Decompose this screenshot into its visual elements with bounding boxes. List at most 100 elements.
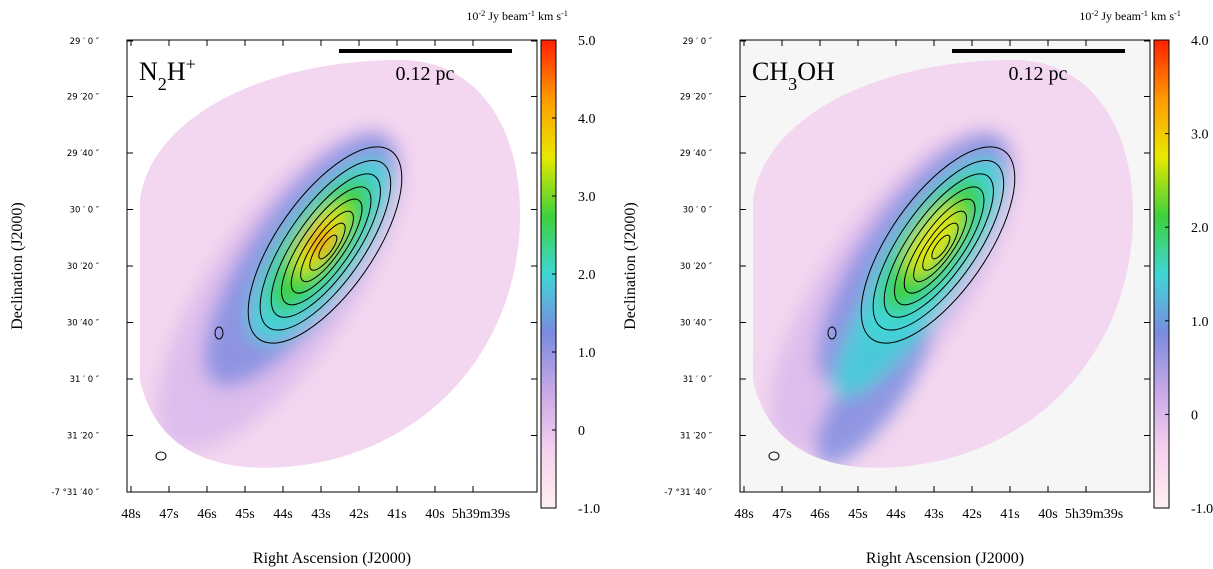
colorbar-unit-part: -1 — [528, 9, 535, 18]
x-tick-label: 42s — [349, 507, 368, 522]
emission-blob — [919, 222, 947, 258]
emission — [156, 129, 404, 451]
contour — [290, 198, 363, 294]
colorbar-unit-part: km s — [1148, 9, 1174, 23]
colorbar — [1153, 39, 1170, 509]
panel-title: CH3OH — [752, 57, 835, 94]
panel-title-part: 2 — [158, 74, 167, 94]
y-axis-label: Declination (J2000) — [9, 202, 26, 330]
x-tick-label: 44s — [273, 507, 292, 522]
emission-blob — [313, 237, 327, 253]
y-tick-label: 30 ′20 ″ — [67, 262, 99, 272]
emission — [769, 129, 1017, 466]
x-tick-label: 48s — [121, 507, 140, 522]
y-tick-label: 30 ′ 0 ″ — [70, 206, 99, 216]
x-tick-label: 45s — [848, 507, 867, 522]
contour — [827, 326, 837, 340]
y-tick-label: 31 ′20 ″ — [67, 432, 99, 442]
y-tick-label: -7 °31 ′40 ″ — [51, 488, 99, 498]
y-axis-label: Declination (J2000) — [622, 202, 639, 330]
panel-title: N2H+ — [139, 54, 196, 94]
contour — [894, 186, 985, 306]
contour — [931, 234, 951, 260]
colorbar-unit-part: -1 — [1174, 9, 1181, 18]
panel: CH3OH 0.12 pc 29 ′ 0 ″ 29 ′20 ″ 29 ′40 ″ 30 ′… — [622, 9, 1213, 568]
contour — [922, 222, 959, 271]
y-tick-label: 30 ′ 0 ″ — [683, 206, 712, 216]
contour — [281, 186, 372, 306]
x-tick-label: 41s — [387, 507, 406, 522]
y-tick-label: 30 ′20 ″ — [680, 262, 712, 272]
colorbar-unit-part: -1 — [1141, 9, 1148, 18]
y-tick-label: 30 ′40 ″ — [680, 319, 712, 329]
contour — [872, 160, 1005, 331]
panel-title-part: OH — [797, 57, 835, 86]
colorbar-unit: 10-2 Jy beam-1 km s-1 — [1079, 9, 1181, 24]
x-tick-label: 40s — [1038, 507, 1057, 522]
x-tick-label: 41s — [1000, 507, 1019, 522]
y-tick-label: 29 ′20 ″ — [680, 93, 712, 103]
contour — [259, 160, 392, 331]
x-tick-label: 47s — [159, 507, 178, 522]
colorbar-unit-part: -1 — [561, 9, 568, 18]
beam — [155, 451, 167, 461]
y-tick-label: 31 ′ 0 ″ — [683, 375, 712, 385]
panel-title-part: N — [139, 57, 158, 86]
colorbar-unit: 10-2 Jy beam-1 km s-1 — [466, 9, 568, 24]
contour — [318, 234, 338, 260]
y-tick-label: 29 ′40 ″ — [67, 149, 99, 159]
colorbar-tick-label: 2.0 — [1191, 221, 1209, 236]
colorbar-unit-part: km s — [535, 9, 561, 23]
x-tick-label: 42s — [962, 507, 981, 522]
colorbar-tick-label: 3.0 — [578, 190, 596, 205]
colorbar-unit-part: -2 — [1091, 9, 1098, 18]
colorbar-tick-label: -1.0 — [578, 502, 600, 517]
x-tick-label: 47s — [772, 507, 791, 522]
x-tick-label: 5h39m39s — [1065, 507, 1123, 522]
y-tick-label: 31 ′ 0 ″ — [70, 375, 99, 385]
colorbar-tick-label: 5.0 — [578, 34, 596, 49]
contours — [860, 146, 1016, 344]
colorbar-tick-label: 0 — [1191, 408, 1198, 423]
colorbar-unit-part: Jy beam — [485, 9, 528, 23]
x-axis-label: Right Ascension (J2000) — [253, 550, 411, 567]
colorbar-unit-part: Jy beam — [1098, 9, 1141, 23]
contour — [300, 210, 354, 283]
colorbar-unit-part: -2 — [478, 9, 485, 18]
x-tick-label: 43s — [924, 507, 943, 522]
colorbar-tick-label: 4.0 — [1191, 34, 1209, 49]
colorbar-unit-part: 10 — [466, 9, 478, 23]
colorbar-unit-part: 10 — [1079, 9, 1091, 23]
panel-title-part: CH — [752, 57, 788, 86]
x-tick-label: 40s — [425, 507, 444, 522]
colorbar-tick-label: -1.0 — [1191, 502, 1213, 517]
colorbar-tick-label: 1.0 — [578, 346, 596, 361]
panel-title-part: 3 — [788, 74, 797, 94]
contour — [860, 146, 1016, 344]
y-tick-label: 29 ′ 0 ″ — [70, 37, 99, 47]
panel-title-part: + — [186, 54, 196, 74]
colorbar-tick-label: 0 — [578, 424, 585, 439]
y-tick-label: 29 ′ 0 ″ — [683, 37, 712, 47]
contour — [214, 326, 224, 340]
x-tick-label: 45s — [235, 507, 254, 522]
x-tick-label: 43s — [311, 507, 330, 522]
colorbar-tick-label: 4.0 — [578, 112, 596, 127]
scale-bar-label: 0.12 pc — [396, 63, 455, 85]
x-tick-label: 48s — [734, 507, 753, 522]
y-tick-label: 29 ′40 ″ — [680, 149, 712, 159]
beam — [768, 451, 780, 461]
colorbar-tick-label: 3.0 — [1191, 128, 1209, 143]
x-axis-label: Right Ascension (J2000) — [866, 550, 1024, 567]
panel: N2H+ 0.12 pc 29 ′ 0 ″ 29 ′20 ″ 29 ′40 ″ 30 ′ … — [9, 9, 600, 568]
x-tick-label: 5h39m39s — [452, 507, 510, 522]
y-tick-label: 29 ′20 ″ — [67, 93, 99, 103]
contour — [883, 173, 994, 318]
contour — [270, 173, 381, 318]
scale-bar-label: 0.12 pc — [1009, 63, 1068, 85]
y-tick-label: 31 ′20 ″ — [680, 432, 712, 442]
contour — [309, 222, 346, 271]
contours — [247, 146, 403, 344]
contour — [913, 210, 967, 283]
